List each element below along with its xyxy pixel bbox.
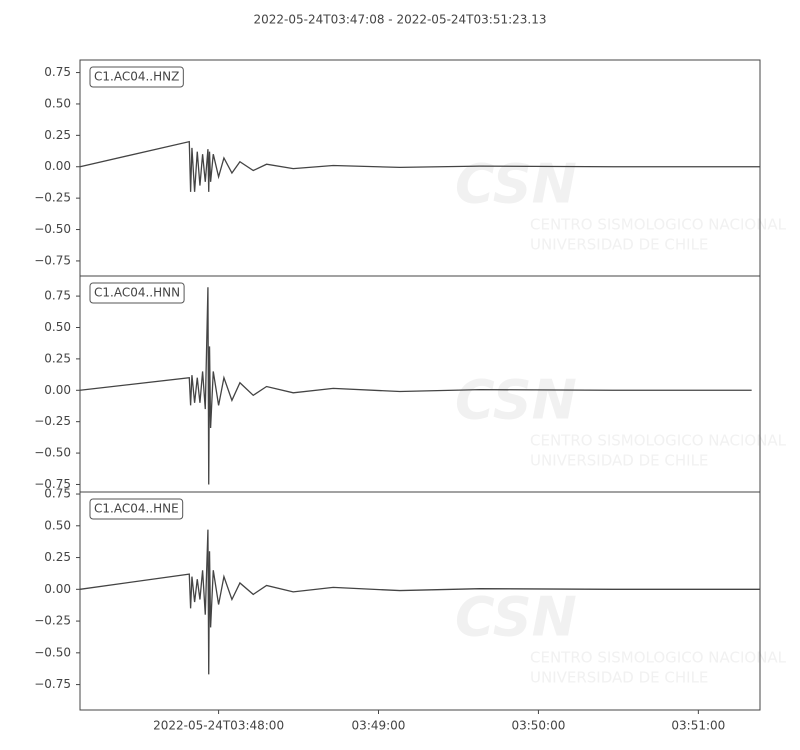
- y-tick-label: −0.75: [34, 677, 71, 691]
- waveform: [79, 140, 760, 192]
- y-tick-label: −0.25: [34, 191, 71, 205]
- y-tick-label: 0.50: [44, 320, 71, 334]
- y-tick-label: 0.75: [44, 487, 71, 501]
- axes-frame: [79, 491, 761, 711]
- y-tick-label: 0.50: [44, 518, 71, 532]
- legend-label: C1.AC04..HNE: [94, 502, 179, 516]
- watermark: CENTRO SISMOLOGICO NACIONAL: [530, 216, 787, 234]
- watermark: CENTRO SISMOLOGICO NACIONAL: [530, 649, 787, 667]
- watermark: UNIVERSIDAD DE CHILE: [530, 669, 708, 687]
- chart-title: 2022-05-24T03:47:08 - 2022-05-24T03:51:2…: [254, 13, 547, 27]
- y-tick-label: −0.75: [34, 477, 71, 491]
- waveform: [79, 529, 760, 675]
- x-tick-label: 03:51:00: [671, 719, 725, 733]
- legend-box: [89, 282, 185, 304]
- y-tick-label: 0.50: [44, 96, 71, 110]
- y-tick-label: −0.50: [34, 645, 71, 659]
- waveform: [79, 287, 752, 485]
- y-tick-label: 0.25: [44, 351, 71, 365]
- legend-box: [89, 498, 184, 520]
- legend-box: [89, 66, 184, 88]
- y-tick-label: 0.75: [44, 289, 71, 303]
- legend-label: C1.AC04..HNZ: [94, 70, 179, 84]
- watermark: UNIVERSIDAD DE CHILE: [530, 236, 708, 254]
- x-tick-label: 03:49:00: [352, 719, 406, 733]
- y-tick-label: −0.25: [34, 614, 71, 628]
- watermark: CSN: [455, 369, 577, 432]
- x-tick-label: 2022-05-24T03:48:00: [153, 719, 284, 733]
- y-tick-label: 0.00: [44, 159, 71, 173]
- watermark: CSN: [455, 586, 577, 649]
- y-tick-label: 0.25: [44, 128, 71, 142]
- y-tick-label: −0.25: [34, 414, 71, 428]
- watermark: UNIVERSIDAD DE CHILE: [530, 452, 708, 470]
- y-tick-label: −0.50: [34, 446, 71, 460]
- y-tick-label: −0.50: [34, 222, 71, 236]
- y-tick-label: 0.75: [44, 65, 71, 79]
- y-tick-label: 0.00: [44, 582, 71, 596]
- legend-label: C1.AC04..HNN: [94, 286, 180, 300]
- watermark: CSN: [455, 153, 577, 216]
- x-tick-label: 03:50:00: [511, 719, 565, 733]
- y-tick-label: −0.75: [34, 253, 71, 267]
- watermark: CENTRO SISMOLOGICO NACIONAL: [530, 432, 787, 450]
- y-tick-label: 0.25: [44, 550, 71, 564]
- y-tick-label: 0.00: [44, 383, 71, 397]
